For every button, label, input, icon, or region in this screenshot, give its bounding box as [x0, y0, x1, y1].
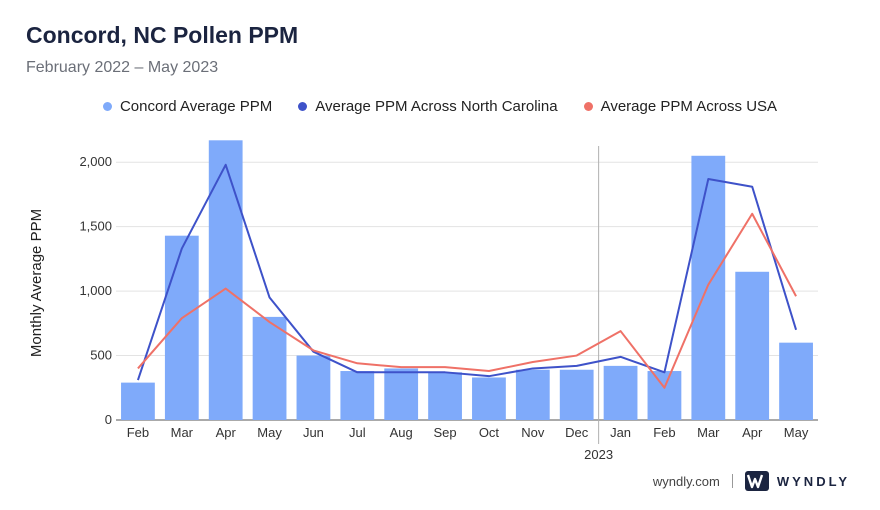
bar-layer	[121, 140, 813, 421]
y-tick-label-1500: 1,500	[79, 219, 112, 234]
x-tick-label-12: Feb	[653, 425, 675, 440]
bar-10	[559, 369, 594, 420]
footer-divider	[731, 474, 733, 488]
y-tick-label-500: 500	[90, 348, 112, 363]
x-tick-label-0: Feb	[127, 425, 149, 440]
legend-label-nc: Average PPM Across North Carolina	[315, 98, 558, 115]
y-axis-title: Monthly Average PPM	[28, 209, 45, 357]
x-tick-label-14: Apr	[742, 425, 763, 440]
brand-name: WYNDLY	[776, 473, 850, 489]
bar-13	[691, 155, 726, 420]
x-tick-label-13: Mar	[697, 425, 720, 440]
series-line-2	[137, 212, 797, 389]
bar-11	[603, 365, 638, 420]
legend-item-concord: Concord Average PPM	[102, 98, 273, 115]
bar-7	[428, 372, 462, 420]
bar-4	[296, 355, 331, 420]
legend-label-concord: Concord Average PPM	[119, 98, 273, 115]
x-tick-label-4: Jun	[303, 425, 324, 440]
x-tick-label-15: May	[784, 425, 809, 440]
footer: wyndly.com WYNDLY	[653, 471, 850, 491]
legend-item-usa: Average PPM Across USA	[583, 98, 778, 115]
legend-dot-usa	[583, 102, 593, 111]
legend: Concord Average PPM Average PPM Across N…	[0, 98, 880, 115]
bar-15	[779, 342, 813, 420]
x-tick-label-1: Mar	[171, 425, 194, 440]
bar-12	[647, 371, 682, 420]
x-tick-label-7: Sep	[433, 425, 456, 440]
x-tick-label-9: Nov	[521, 425, 545, 440]
bar-0	[121, 382, 155, 420]
legend-item-nc: Average PPM Across North Carolina	[298, 98, 558, 115]
bar-5	[340, 371, 375, 420]
y-tick-label-0: 0	[105, 412, 112, 427]
series-line-1	[136, 163, 798, 381]
site-link[interactable]: wyndly.com	[652, 473, 720, 489]
bar-9	[515, 369, 550, 420]
legend-label-usa: Average PPM Across USA	[600, 98, 778, 115]
x-tick-label-5: Jul	[349, 425, 366, 440]
bar-2	[208, 140, 243, 421]
bar-14	[735, 271, 770, 420]
x-tick-label-2: Apr	[216, 425, 237, 440]
bar-8	[472, 377, 506, 420]
x-tick-label-8: Oct	[479, 425, 500, 440]
chart-subtitle: February 2022 – May 2023	[26, 59, 219, 76]
bar-6	[384, 368, 419, 420]
legend-dot-nc	[298, 102, 308, 111]
year-divider-label: 2023	[584, 447, 613, 462]
y-tick-label-1000: 1,000	[79, 283, 112, 298]
label-layer: 0 500 1,000 1,500 2,000 Feb Mar Apr May Jun Jul Aug…	[79, 154, 808, 462]
bar-3	[252, 316, 287, 420]
x-tick-label-6: Aug	[390, 425, 413, 440]
x-tick-label-11: Jan	[610, 425, 631, 440]
chart-title: Concord, NC Pollen PPM	[26, 22, 299, 48]
x-tick-label-3: May	[257, 425, 282, 440]
brand: WYNDLY	[744, 471, 850, 491]
x-tick-label-10: Dec	[565, 425, 589, 440]
legend-dot-concord	[102, 102, 112, 111]
y-tick-label-2000: 2,000	[79, 154, 112, 169]
wyndly-logo-icon	[744, 471, 769, 491]
bar-1	[164, 235, 199, 420]
line-layer	[136, 163, 798, 389]
